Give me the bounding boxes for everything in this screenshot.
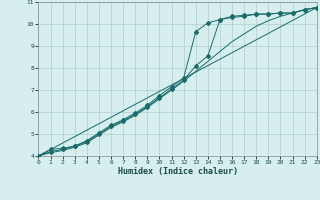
X-axis label: Humidex (Indice chaleur): Humidex (Indice chaleur) [118, 167, 238, 176]
